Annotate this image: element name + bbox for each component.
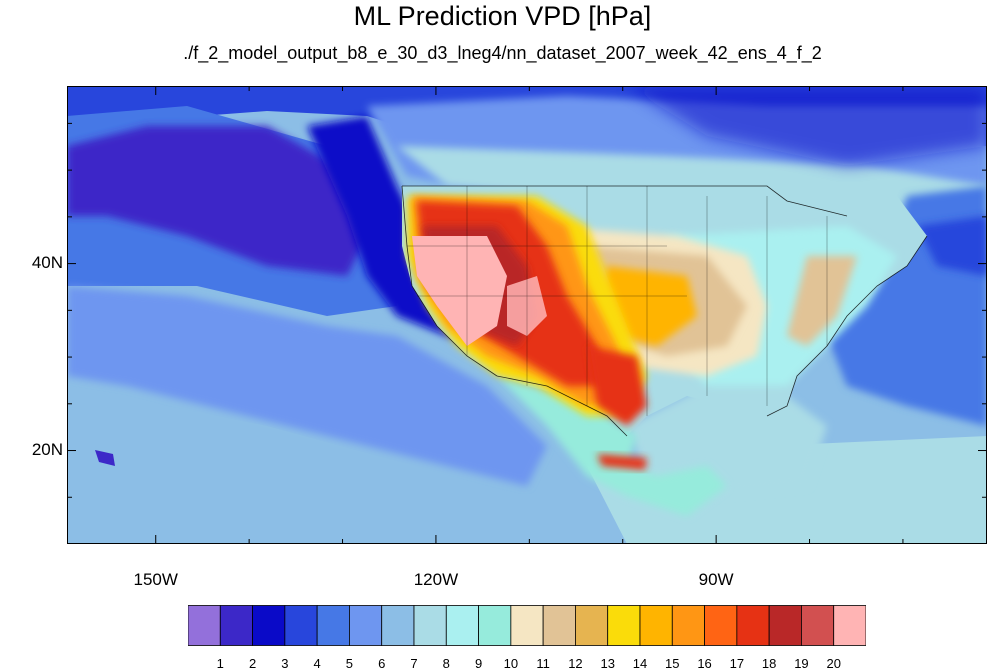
- colorbar-swatch: [413, 605, 447, 646]
- lat-label: 40N: [31, 252, 63, 272]
- colorbar-swatch: [575, 605, 609, 646]
- mexico-land: [497, 376, 727, 516]
- ocean-band-tropic: [67, 386, 987, 544]
- vpd-map-panel: [67, 86, 987, 544]
- colorbar-swatch: [219, 605, 253, 646]
- lon-label: 150W: [133, 570, 178, 589]
- lon-label: 120W: [413, 570, 459, 589]
- gulf: [627, 386, 827, 496]
- hudson-dark: [627, 86, 987, 166]
- colorbar-label: 18: [761, 656, 777, 671]
- colorbar-swatch: [607, 605, 641, 646]
- colorbar-label: 16: [697, 656, 712, 671]
- map-title: ML Prediction VPD [hPa]: [353, 1, 652, 31]
- colorbar-swatch: [671, 605, 705, 646]
- colorbar-swatch: [704, 605, 738, 646]
- colorbar-swatch: [510, 605, 544, 646]
- texas-red: [587, 346, 647, 426]
- colorbar: [188, 605, 866, 646]
- ocean-band-mid: [67, 286, 547, 486]
- map-border: [67, 86, 987, 544]
- colorbar-label: 10: [503, 656, 519, 671]
- map-ticks: [67, 86, 987, 544]
- colorbar-label: 9: [474, 656, 483, 671]
- colorbar-swatch: [252, 605, 286, 646]
- colorbar-label: 14: [632, 656, 648, 671]
- colorbar-label: 12: [568, 656, 583, 671]
- map-subtitle: ./f_2_model_output_b8_e_30_d3_lneg4/nn_d…: [183, 43, 822, 63]
- colorbar-label: 19: [794, 656, 809, 671]
- lat-label: 20N: [31, 439, 63, 459]
- colorbar-swatch: [542, 605, 576, 646]
- colorbar-label: 20: [826, 656, 841, 671]
- country-borders: [401, 185, 928, 437]
- ocean-band-deep: [67, 126, 367, 276]
- colorbar-swatch: [639, 605, 673, 646]
- colorbar-label: 7: [410, 656, 418, 671]
- lon-label: 90W: [698, 570, 734, 589]
- colorbar-label: 8: [442, 656, 450, 671]
- colorbar-swatch: [316, 605, 350, 646]
- colorbar-label: 11: [536, 656, 550, 671]
- appalachia: [787, 256, 857, 346]
- hawaii: [95, 450, 115, 466]
- colorbar-swatch: [833, 605, 866, 646]
- colorbar-label: 5: [345, 656, 354, 671]
- colorbar-label: 13: [600, 656, 615, 671]
- colorbar-swatch: [381, 605, 415, 646]
- colorbar-swatch: [349, 605, 383, 646]
- colorbar-label: 6: [378, 656, 386, 671]
- colorbar-swatch: [478, 605, 512, 646]
- colorbar-swatch: [801, 605, 835, 646]
- state-borders: [407, 186, 828, 416]
- colorbar-swatch: [445, 605, 479, 646]
- colorbar-swatch: [768, 605, 802, 646]
- colorbar-label: 1: [216, 656, 224, 671]
- atlantic-dark: [917, 216, 987, 276]
- colorbar-swatch: [188, 605, 221, 646]
- colorbar-swatch: [284, 605, 318, 646]
- sw-pink: [412, 236, 507, 346]
- colorbar-label: 15: [665, 656, 680, 671]
- colorbar-label: 3: [281, 656, 289, 671]
- vpd-map: [67, 86, 987, 544]
- yucatan-red: [597, 454, 647, 470]
- colorbar-label: 4: [313, 656, 321, 671]
- colorbar-swatch: [736, 605, 770, 646]
- colorbar-label: 17: [729, 656, 745, 671]
- colorbar-label: 2: [248, 656, 257, 671]
